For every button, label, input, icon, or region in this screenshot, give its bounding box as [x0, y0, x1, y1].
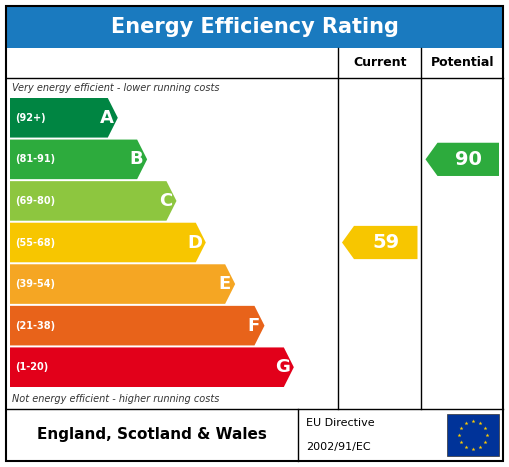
- Text: (69-80): (69-80): [15, 196, 55, 206]
- Bar: [6, 6, 503, 48]
- Text: C: C: [159, 192, 172, 210]
- Text: Energy Efficiency Rating: Energy Efficiency Rating: [110, 17, 399, 37]
- Polygon shape: [342, 226, 417, 259]
- Polygon shape: [426, 143, 499, 176]
- Text: (1-20): (1-20): [15, 362, 48, 372]
- Text: Current: Current: [353, 57, 407, 70]
- Polygon shape: [10, 264, 235, 304]
- Polygon shape: [10, 140, 147, 179]
- Text: 90: 90: [455, 150, 482, 169]
- Text: F: F: [247, 317, 260, 335]
- Text: 2002/91/EC: 2002/91/EC: [306, 442, 371, 452]
- Text: E: E: [218, 275, 230, 293]
- Polygon shape: [10, 181, 177, 221]
- Bar: [447, 414, 499, 456]
- Text: Not energy efficient - higher running costs: Not energy efficient - higher running co…: [12, 394, 219, 404]
- Text: Very energy efficient - lower running costs: Very energy efficient - lower running co…: [12, 83, 219, 93]
- Text: A: A: [100, 109, 114, 127]
- Text: (55-68): (55-68): [15, 238, 55, 248]
- Text: Potential: Potential: [431, 57, 494, 70]
- Text: (92+): (92+): [15, 113, 46, 123]
- Text: (21-38): (21-38): [15, 321, 55, 331]
- Bar: [6, 48, 503, 409]
- Text: G: G: [275, 358, 290, 376]
- Text: D: D: [187, 234, 202, 252]
- Text: England, Scotland & Wales: England, Scotland & Wales: [37, 427, 267, 443]
- Polygon shape: [10, 223, 206, 262]
- Text: (81-91): (81-91): [15, 155, 55, 164]
- Polygon shape: [10, 347, 294, 387]
- Bar: [6, 409, 503, 461]
- Polygon shape: [10, 306, 265, 346]
- Polygon shape: [10, 98, 118, 138]
- Text: EU Directive: EU Directive: [306, 418, 375, 428]
- Text: B: B: [129, 150, 143, 169]
- Text: 59: 59: [372, 233, 399, 252]
- Text: (39-54): (39-54): [15, 279, 55, 289]
